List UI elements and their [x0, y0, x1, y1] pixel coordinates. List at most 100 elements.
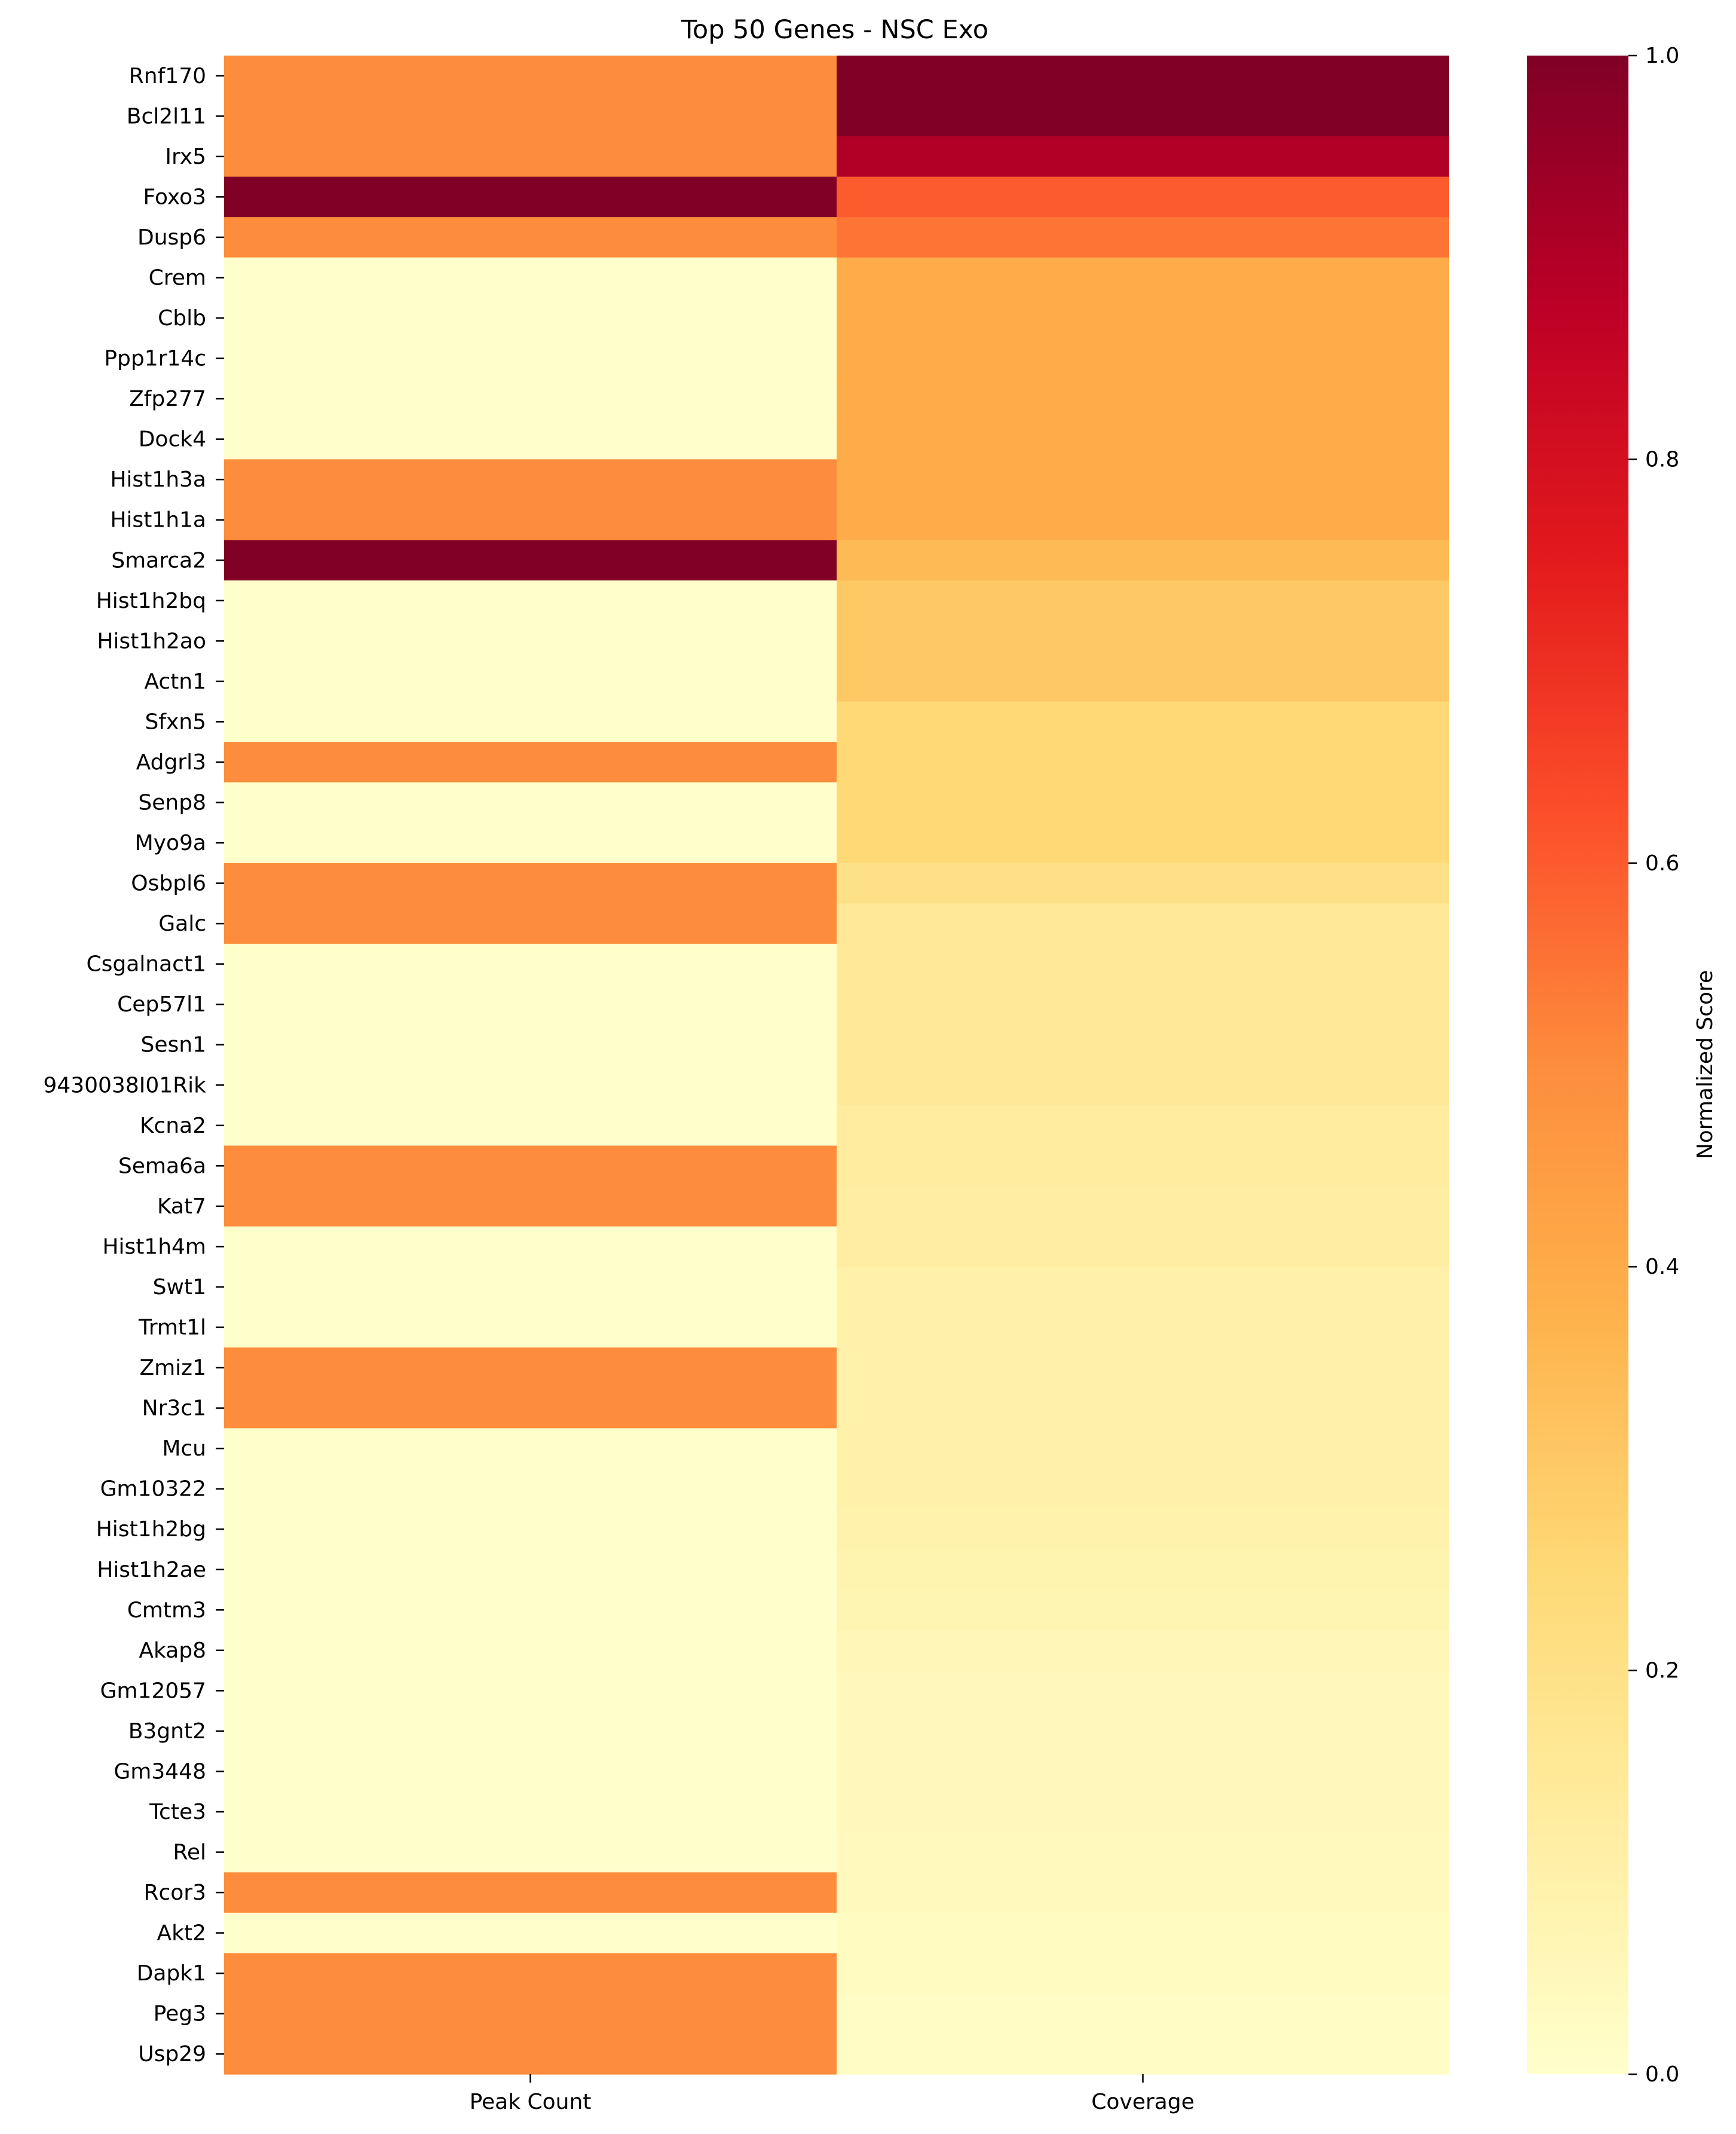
heatmap-cell	[837, 257, 1449, 298]
x-tick-label: Peak Count	[470, 2090, 592, 2114]
heatmap-cell	[224, 823, 837, 864]
y-tick-label: Galc	[158, 912, 206, 936]
x-tick-label: Coverage	[1091, 2090, 1194, 2114]
heatmap-cell	[224, 1872, 837, 1913]
heatmap-cell	[224, 136, 837, 178]
y-tick-label: Dock4	[139, 427, 206, 452]
heatmap-cell	[837, 1347, 1449, 1389]
heatmap-cell	[837, 661, 1449, 702]
heatmap-cell	[837, 701, 1449, 742]
y-tick-label: Usp29	[138, 2042, 206, 2066]
heatmap-cell	[224, 56, 837, 97]
y-tick-label: Bcl2l11	[127, 104, 206, 129]
y-tick-label: Hist1h1a	[110, 508, 206, 533]
heatmap-cell	[224, 257, 837, 298]
heatmap-cell	[837, 1912, 1449, 1953]
y-tick-label: 9430038I01Rik	[43, 1073, 206, 1097]
heatmap-cell	[837, 1509, 1449, 1550]
heatmap-cell	[837, 620, 1449, 662]
y-tick-label: Foxo3	[143, 185, 206, 209]
colorbar-tick-label: 1.0	[1645, 44, 1679, 68]
y-tick-label: Smarca2	[111, 548, 206, 573]
y-tick-label: Nr3c1	[142, 1396, 206, 1421]
heatmap-cell	[837, 1872, 1449, 1913]
heatmap-cell	[224, 1630, 837, 1671]
heatmap-cell	[224, 1065, 837, 1106]
heatmap-cell	[837, 56, 1449, 97]
heatmap-cell	[224, 499, 837, 541]
y-tick-label: Osbpl6	[131, 872, 206, 896]
y-tick-label: Sfxn5	[145, 710, 206, 734]
heatmap-cell	[224, 742, 837, 783]
y-tick-label: Gm12057	[100, 1679, 207, 1703]
heatmap-cell	[224, 1832, 837, 1873]
heatmap-cell	[224, 580, 837, 622]
heatmap-cell	[837, 1993, 1449, 2035]
y-tick-label: Tcte3	[149, 1800, 206, 1824]
y-tick-label: Irx5	[165, 145, 206, 169]
heatmap-cell	[224, 701, 837, 742]
y-tick-label: Zmiz1	[139, 1356, 206, 1380]
heatmap-cell	[837, 1791, 1449, 1833]
heatmap-cell	[837, 1145, 1449, 1187]
heatmap-cell	[837, 1186, 1449, 1227]
heatmap-cell	[837, 1468, 1449, 1510]
heatmap-cell	[224, 459, 837, 500]
heatmap-cell	[837, 1751, 1449, 1792]
y-tick-label: Sema6a	[118, 1154, 206, 1178]
colorbar-label: Normalized Score	[1693, 970, 1717, 1159]
y-tick-label: Zfp277	[129, 387, 206, 411]
y-tick-label: B3gnt2	[128, 1719, 206, 1744]
heatmap-cell	[837, 1832, 1449, 1873]
y-tick-label: Rcor3	[143, 1881, 206, 1905]
heatmap-cell	[224, 338, 837, 379]
heatmap-cell	[837, 1953, 1449, 1994]
heatmap-cell	[837, 540, 1449, 581]
heatmap-cell	[837, 943, 1449, 985]
heatmap-cell	[224, 540, 837, 581]
y-tick-label: Hist1h3a	[110, 467, 206, 492]
colorbar-tick-label: 0.0	[1645, 2062, 1679, 2087]
heatmap-cell	[224, 1387, 837, 1429]
heatmap-cell	[224, 1953, 837, 1994]
y-tick-label: Crem	[149, 265, 206, 290]
y-tick-label: Hist1h4m	[102, 1234, 206, 1259]
heatmap-cell	[224, 1670, 837, 1711]
colorbar-tick-label: 0.8	[1645, 447, 1679, 472]
y-tick-label: Gm10322	[100, 1477, 207, 1502]
heatmap-cell	[837, 863, 1449, 904]
heatmap-cell	[837, 1428, 1449, 1469]
colorbar	[1527, 56, 1628, 2074]
heatmap-cell	[224, 96, 837, 137]
heatmap-cell	[837, 1630, 1449, 1671]
y-tick-label: Cblb	[158, 306, 206, 331]
heatmap-cell	[837, 1226, 1449, 1267]
heatmap-cell	[837, 338, 1449, 379]
heatmap-cell	[224, 1912, 837, 1953]
y-tick-label: Dusp6	[137, 225, 206, 250]
heatmap-cell	[224, 1509, 837, 1550]
y-tick-label: Myo9a	[135, 831, 206, 855]
heatmap-cell	[224, 1468, 837, 1510]
heatmap-cell	[224, 418, 837, 460]
y-tick-label: Rel	[173, 1841, 206, 1865]
y-tick-label: Csgalnact1	[87, 952, 207, 977]
y-tick-label: Trmt1l	[138, 1316, 206, 1340]
heatmap-cell	[837, 580, 1449, 622]
heatmap-cells	[224, 56, 1449, 2075]
heatmap-cell	[837, 378, 1449, 420]
heatmap-cell	[837, 1105, 1449, 1147]
y-tick-label: Peg3	[154, 2002, 206, 2026]
heatmap-cell	[837, 499, 1449, 541]
heatmap-cell	[224, 1711, 837, 1752]
heatmap-cell	[837, 217, 1449, 258]
y-tick-label: Swt1	[153, 1275, 206, 1300]
y-tick-label: Dapk1	[137, 1961, 206, 1986]
heatmap-cell	[837, 418, 1449, 460]
heatmap-cell	[837, 2034, 1449, 2075]
heatmap-cell	[224, 1105, 837, 1147]
heatmap-cell	[224, 1347, 837, 1389]
heatmap-cell	[837, 459, 1449, 500]
y-tick-label: Akap8	[139, 1638, 206, 1663]
